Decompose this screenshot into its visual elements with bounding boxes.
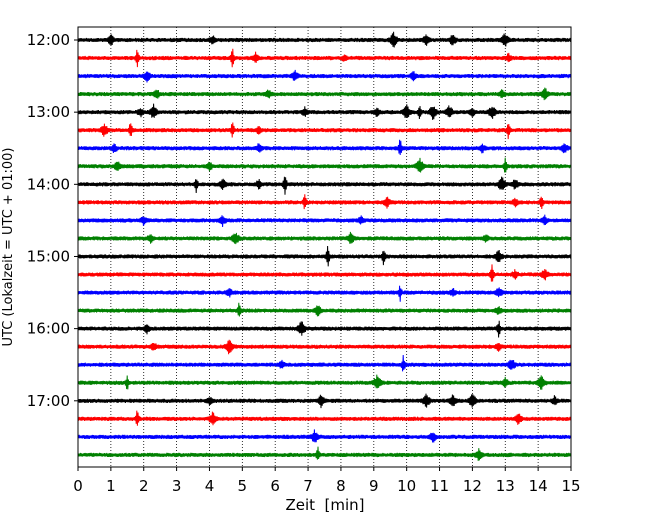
trace-17:45 xyxy=(77,446,572,461)
trace-16:00 xyxy=(77,320,572,338)
trace-12:45 xyxy=(77,87,572,101)
x-tick-label: 7 xyxy=(303,477,313,495)
trace-13:00 xyxy=(77,103,572,120)
x-tick-label: 12 xyxy=(463,477,482,495)
x-tick-label: 15 xyxy=(561,477,580,495)
x-tick-label: 5 xyxy=(238,477,248,495)
trace-14:00 xyxy=(77,176,572,195)
x-tick-label: 3 xyxy=(172,477,182,495)
x-tick-label: 8 xyxy=(336,477,346,495)
grid-lines xyxy=(110,27,539,467)
trace-13:15 xyxy=(77,122,572,140)
trace-17:30 xyxy=(77,429,572,443)
x-axis-label: Zeit [min] xyxy=(285,496,364,514)
y-tick-label: 15:00 xyxy=(27,247,70,265)
x-tick-label: 6 xyxy=(270,477,280,495)
trace-17:00 xyxy=(77,393,572,409)
trace-16:15 xyxy=(77,339,572,355)
x-tick-label: 11 xyxy=(430,477,449,495)
plot-area xyxy=(78,27,571,467)
y-axis-label: UTC (Lokalzeit = UTC + 01:00) xyxy=(1,148,16,347)
trace-12:15 xyxy=(77,48,572,68)
x-tick-label: 10 xyxy=(397,477,416,495)
trace-14:45 xyxy=(77,231,572,245)
trace-14:15 xyxy=(77,194,572,210)
x-tick-label: 0 xyxy=(73,477,83,495)
y-axis-ticks: 12:00 13:00 14:00 15:00 16:00 17:00 xyxy=(27,31,78,410)
seismogram-traces xyxy=(77,31,572,461)
trace-15:15 xyxy=(77,264,572,282)
plot-frame xyxy=(77,26,572,468)
y-tick-label: 13:00 xyxy=(27,103,70,121)
x-tick-label: 1 xyxy=(106,477,116,495)
x-axis-ticks: 0 1 2 3 4 5 6 7 8 9 10 11 12 13 14 15 xyxy=(73,467,581,495)
y-tick-label: 14:00 xyxy=(27,175,70,193)
trace-16:45 xyxy=(77,374,572,390)
trace-12:00 xyxy=(77,31,572,48)
x-tick-label: 2 xyxy=(139,477,149,495)
trace-14:30 xyxy=(77,214,572,228)
x-tick-label: 14 xyxy=(529,477,548,495)
trace-17:15 xyxy=(77,410,572,426)
x-tick-label: 13 xyxy=(496,477,515,495)
trace-13:45 xyxy=(77,157,572,173)
x-tick-label: 4 xyxy=(205,477,215,495)
trace-12:30 xyxy=(77,69,572,83)
trace-15:00 xyxy=(77,246,572,267)
y-tick-label: 12:00 xyxy=(27,31,70,49)
trace-15:45 xyxy=(77,302,572,317)
x-tick-label: 9 xyxy=(369,477,379,495)
trace-15:30 xyxy=(77,285,572,302)
trace-16:30 xyxy=(77,354,572,372)
trace-13:30 xyxy=(77,139,572,156)
y-tick-label: 16:00 xyxy=(27,320,70,338)
y-tick-label: 17:00 xyxy=(27,392,70,410)
